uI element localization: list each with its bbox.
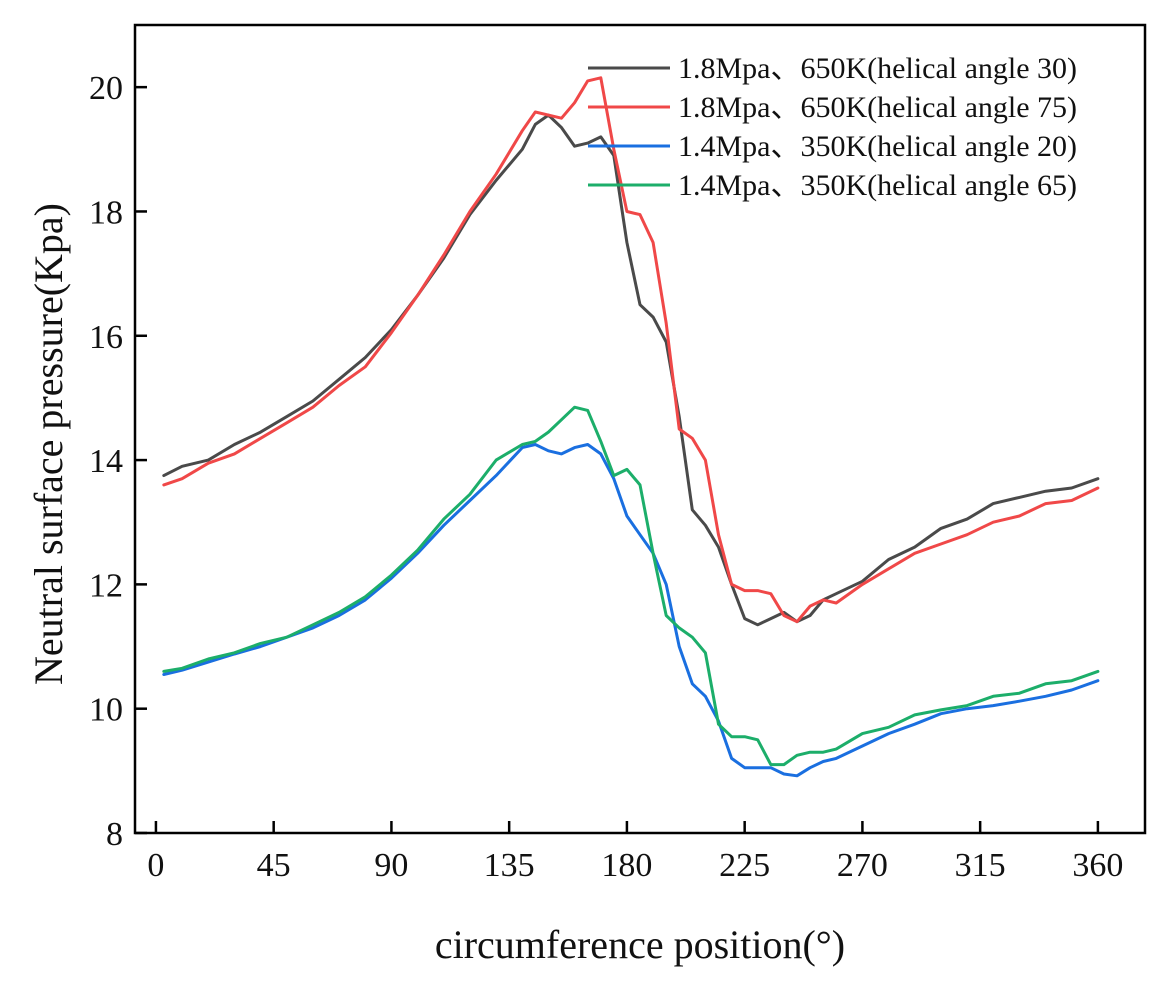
y-tick-label: 8 — [106, 816, 123, 853]
x-tick-label: 270 — [837, 847, 888, 884]
x-tick-label: 360 — [1072, 847, 1123, 884]
x-tick-label: 90 — [374, 847, 408, 884]
legend-label-1: 1.8Mpa、650K(helical angle 30) — [678, 52, 1077, 85]
series-line-4 — [162, 405, 1100, 767]
x-tick-label: 0 — [147, 847, 164, 884]
legend-label-2: 1.8Mpa、650K(helical angle 75) — [678, 91, 1077, 124]
y-axis-ticks: 8 10 12 14 16 18 20 — [89, 70, 147, 853]
legend-label-4: 1.4Mpa、350K(helical angle 65) — [678, 169, 1077, 202]
x-axis-ticks: 0 45 90 135 180 225 270 315 360 — [147, 821, 1123, 884]
x-tick-label: 225 — [719, 847, 770, 884]
y-tick-label: 20 — [89, 70, 123, 107]
series-line-1 — [162, 113, 1100, 627]
plot-frame — [133, 23, 1147, 835]
y-tick-label: 10 — [89, 692, 123, 729]
y-tick-label: 18 — [89, 194, 123, 231]
x-tick-label: 315 — [955, 847, 1006, 884]
series-group — [162, 76, 1100, 778]
legend-label-3: 1.4Mpa、350K(helical angle 20) — [678, 130, 1077, 163]
series-line-2 — [162, 76, 1100, 624]
y-tick-label: 16 — [89, 319, 123, 356]
x-tick-label: 180 — [601, 847, 652, 884]
legend: 1.8Mpa、650K(helical angle 30) 1.8Mpa、650K… — [588, 52, 1077, 202]
x-tick-label: 45 — [257, 847, 291, 884]
y-axis-title: Neutral surface pressure(Kpa) — [26, 203, 71, 685]
x-tick-label: 135 — [484, 847, 535, 884]
y-tick-label: 12 — [89, 567, 123, 604]
y-tick-label: 14 — [89, 443, 123, 480]
x-axis-title: circumference position(°) — [435, 922, 845, 967]
